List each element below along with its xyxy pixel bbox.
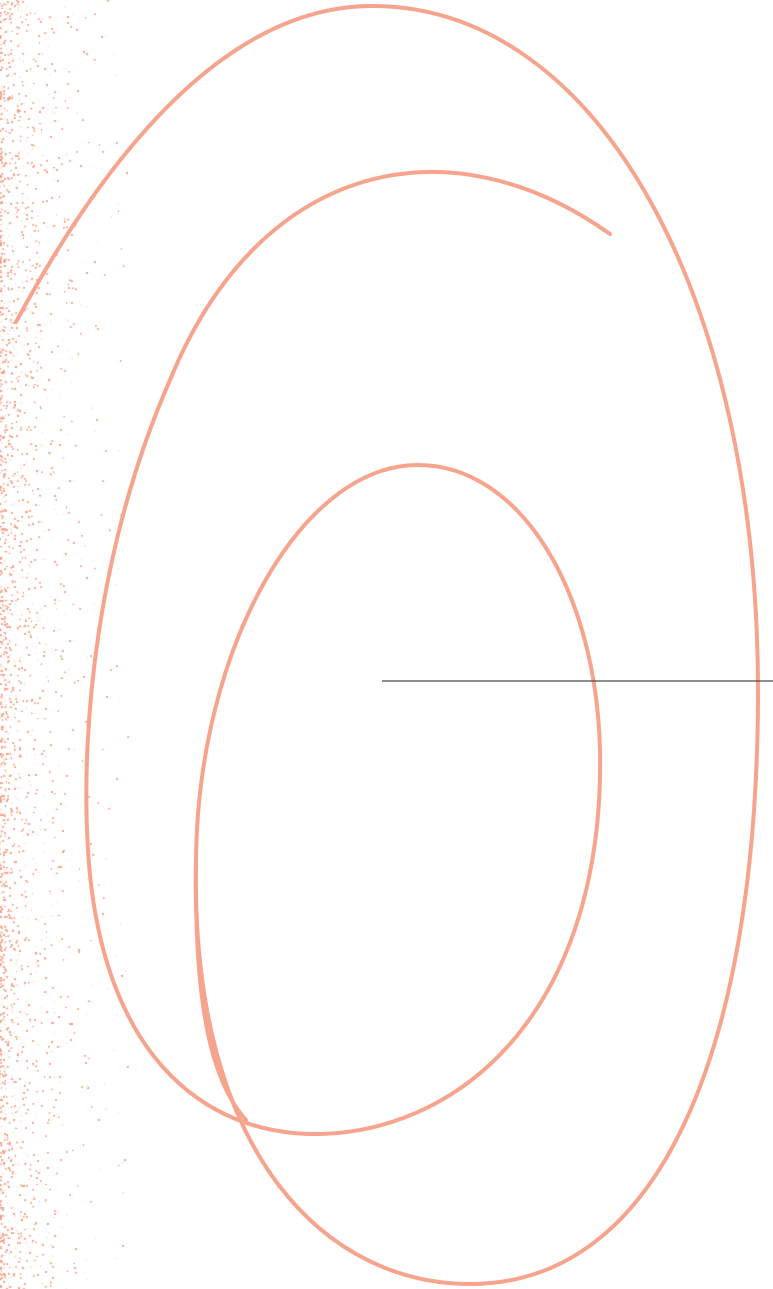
inner-oval xyxy=(193,462,602,1122)
middle-spiral xyxy=(84,170,612,1137)
grain-texture xyxy=(0,0,130,1289)
outer-loop xyxy=(14,3,761,1287)
